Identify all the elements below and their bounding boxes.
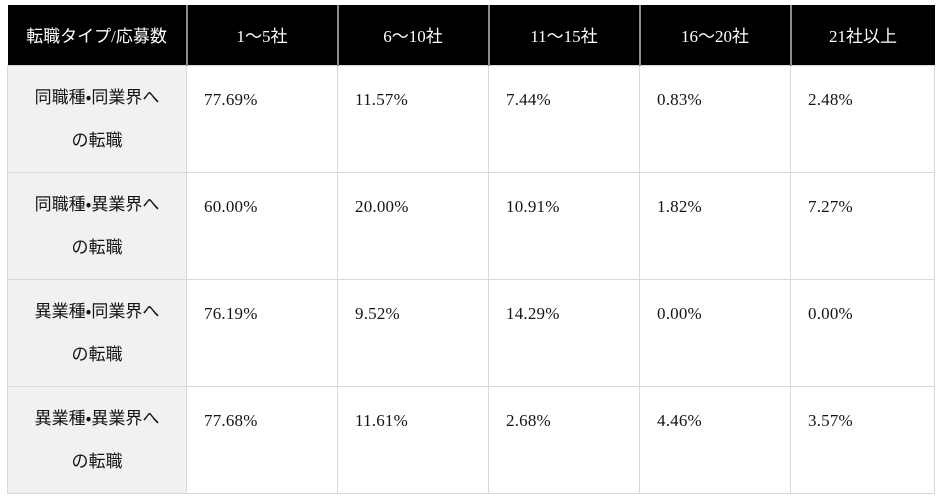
data-cell: 77.69% <box>186 64 338 173</box>
row-label-line-2: の転職 <box>71 451 123 471</box>
table-row-same-job-diff-industry: 同職種・異業界へ の転職 60.00% 20.00% 10.91% 1.82% … <box>7 171 935 280</box>
header-cell-21-plus: 21社以上 <box>789 5 935 66</box>
row-label-line-1: 同職種・同業界へ <box>34 87 160 107</box>
table-row-diff-job-same-industry: 異業種・同業界へ の転職 76.19% 9.52% 14.29% 0.00% 0… <box>7 278 935 387</box>
data-cell: 7.44% <box>488 64 640 173</box>
data-cell: 76.19% <box>186 278 338 387</box>
row-label-line-1: 異業種・同業界へ <box>34 301 160 321</box>
data-cell: 60.00% <box>186 171 338 280</box>
table-header: 転職タイプ/応募数 1〜5社 6〜10社 11〜15社 16〜20社 21社以上 <box>7 5 935 66</box>
row-label-line-1: 同職種・異業界へ <box>34 194 160 214</box>
table-body: 同職種・同業界へ の転職 77.69% 11.57% 7.44% 0.83% 2… <box>7 64 935 494</box>
data-cell: 14.29% <box>488 278 640 387</box>
data-cell: 3.57% <box>790 385 935 494</box>
header-cell-1-5: 1〜5社 <box>185 5 338 66</box>
data-cell: 0.83% <box>639 64 791 173</box>
row-label-line-2: の転職 <box>71 344 123 364</box>
header-cell-11-15: 11〜15社 <box>487 5 640 66</box>
header-cell-type: 転職タイプ/応募数 <box>7 5 187 66</box>
row-label-cell: 同職種・同業界へ の転職 <box>7 64 187 173</box>
header-cell-6-10: 6〜10社 <box>336 5 489 66</box>
data-cell: 0.00% <box>790 278 935 387</box>
row-label-cell: 異業種・同業界へ の転職 <box>7 278 187 387</box>
data-cell: 9.52% <box>337 278 489 387</box>
data-cell: 2.48% <box>790 64 935 173</box>
table-row-diff-job-diff-industry: 異業種・異業界へ の転職 77.68% 11.61% 2.68% 4.46% 3… <box>7 385 935 494</box>
data-cell: 0.00% <box>639 278 791 387</box>
data-cell: 77.68% <box>186 385 338 494</box>
row-label-line-1: 異業種・異業界へ <box>34 408 160 428</box>
header-row: 転職タイプ/応募数 1〜5社 6〜10社 11〜15社 16〜20社 21社以上 <box>7 5 935 66</box>
data-cell: 2.68% <box>488 385 640 494</box>
data-cell: 11.61% <box>337 385 489 494</box>
data-cell: 7.27% <box>790 171 935 280</box>
row-label-line-2: の転職 <box>71 237 123 257</box>
data-cell: 1.82% <box>639 171 791 280</box>
job-change-applications-table: 転職タイプ/応募数 1〜5社 6〜10社 11〜15社 16〜20社 21社以上… <box>7 5 935 494</box>
data-cell: 4.46% <box>639 385 791 494</box>
header-cell-16-20: 16〜20社 <box>638 5 791 66</box>
row-label-cell: 同職種・異業界へ の転職 <box>7 171 187 280</box>
row-label-line-2: の転職 <box>71 130 123 150</box>
table-row-same-job-same-industry: 同職種・同業界へ の転職 77.69% 11.57% 7.44% 0.83% 2… <box>7 64 935 173</box>
row-label-cell: 異業種・異業界へ の転職 <box>7 385 187 494</box>
data-cell: 11.57% <box>337 64 489 173</box>
data-cell: 20.00% <box>337 171 489 280</box>
data-cell: 10.91% <box>488 171 640 280</box>
